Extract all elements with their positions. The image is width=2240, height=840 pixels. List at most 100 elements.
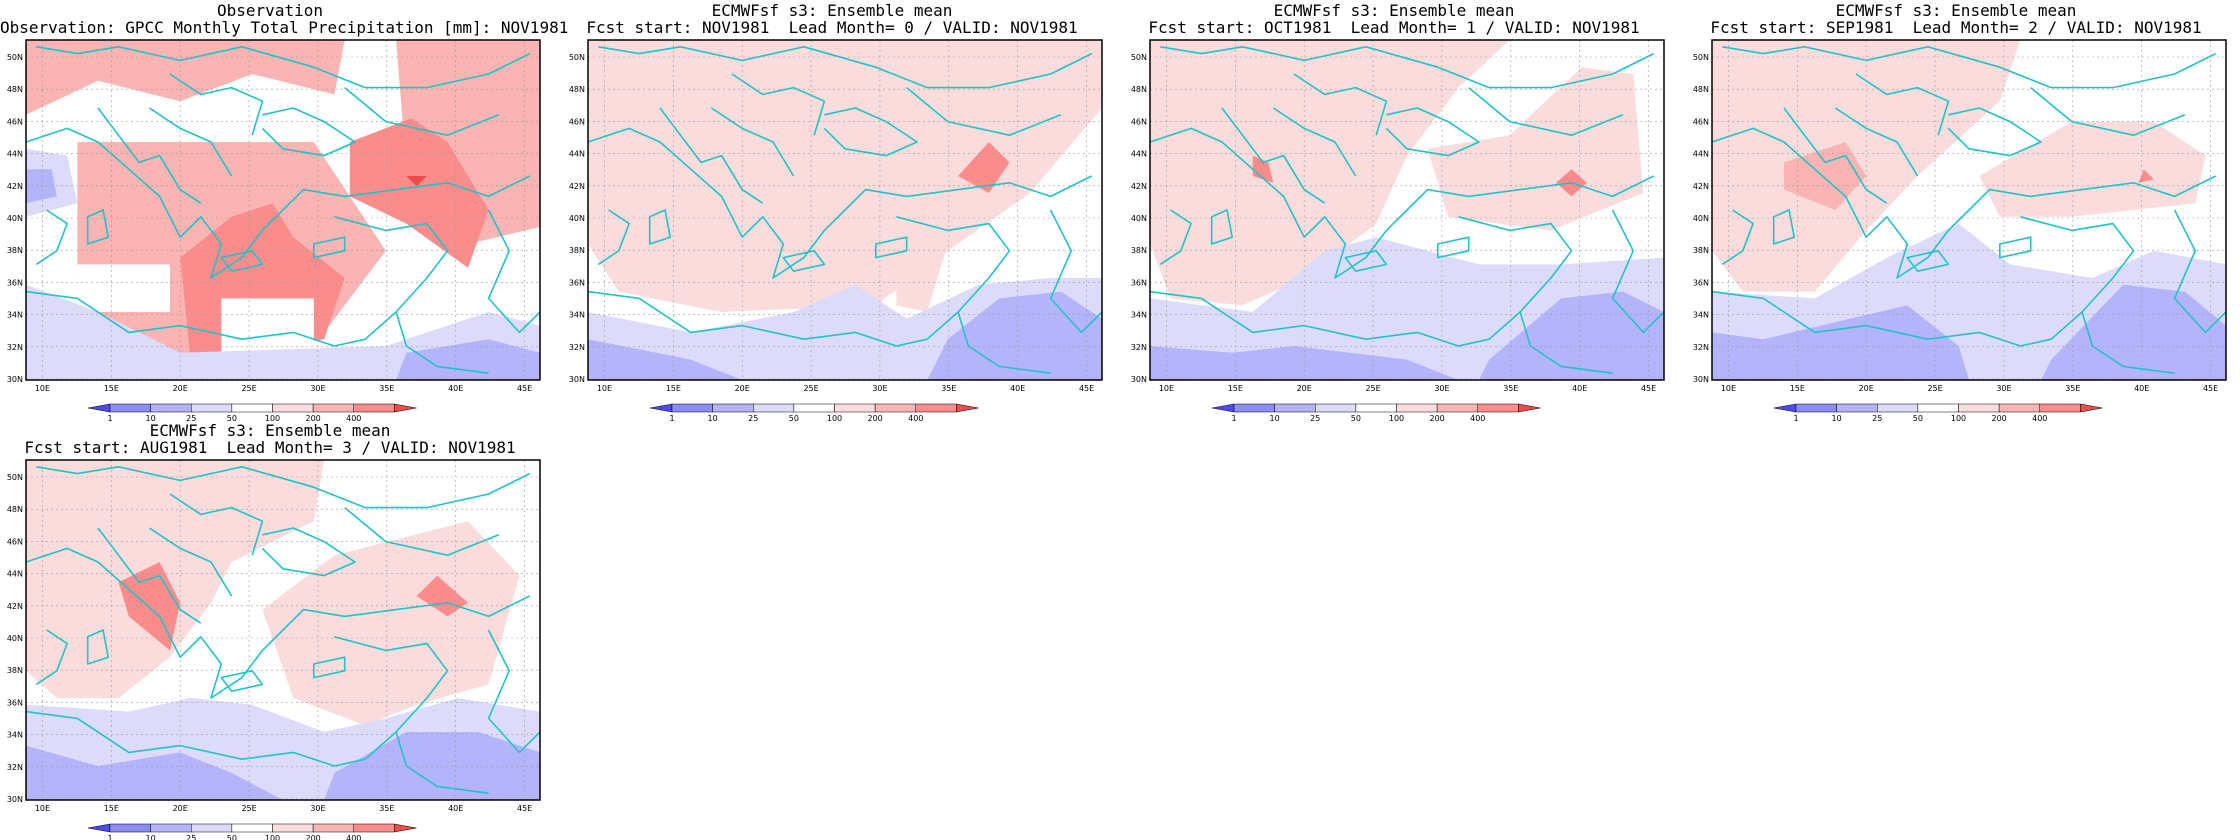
lat-tick-label: 42N (569, 182, 585, 191)
lat-tick-label: 32N (7, 763, 23, 772)
lat-tick-label: 36N (7, 278, 23, 287)
colorbar-extend-low (1211, 403, 1235, 413)
coastline (710, 107, 795, 177)
coastline (1221, 107, 1326, 204)
lon-tick-label: 30E (872, 384, 887, 393)
coastline (1049, 209, 1103, 334)
lon-tick-label: 45E (517, 804, 532, 813)
coastline (97, 107, 202, 204)
lon-tick-label: 45E (1641, 384, 1656, 393)
colorbar-box (312, 403, 354, 413)
colorbar-level-label: 25 (186, 414, 196, 423)
precip-contour-area (406, 176, 427, 187)
colorbar-level-label: 10 (146, 834, 156, 840)
precip-contour-area (324, 732, 540, 800)
precip-contour-area (2041, 284, 2226, 380)
lon-tick-label: 30E (310, 804, 325, 813)
coastline (2030, 86, 2186, 136)
lon-tick-label: 30E (310, 384, 325, 393)
island-outline (1906, 250, 1950, 273)
colorbar-box (1477, 403, 1519, 413)
map-panel-lead2: ECMWFsf s3: Ensemble mean Fcst start: SE… (1686, 0, 2227, 423)
precip-contour-area (416, 575, 468, 617)
precip-contour-area (1427, 67, 1644, 231)
coastline (487, 209, 541, 334)
coastline (1855, 73, 1950, 136)
colorbar-box (191, 403, 233, 413)
panel-title: ECMWFsf s3: Ensemble mean (1835, 1, 2077, 20)
colorbar-box (1436, 403, 1478, 413)
colorbar-level-label: 50 (789, 414, 799, 423)
lon-tick-label: 15E (1228, 384, 1243, 393)
lat-tick-label: 36N (1693, 278, 1709, 287)
coastline (896, 216, 1051, 374)
colorbar-level-label: 50 (227, 834, 237, 840)
precip-contour-area (26, 169, 57, 204)
coastline (823, 107, 918, 157)
graticule (26, 460, 540, 800)
colorbar-box (312, 823, 354, 833)
coastline (1458, 216, 1613, 374)
colorbar-level-label: 10 (146, 414, 156, 423)
precip-contour-area (26, 745, 283, 800)
colorbar-level-label: 25 (748, 414, 758, 423)
colorbar-box (231, 823, 273, 833)
colorbar: 1 10 25 50 100 200 400 (649, 403, 979, 423)
coastline (25, 290, 397, 347)
lon-tick-label: 10E (1159, 384, 1174, 393)
coastline (169, 73, 264, 136)
colorbar-level-label: 25 (1310, 414, 1320, 423)
lat-tick-label: 48N (7, 85, 23, 94)
lat-tick-label: 36N (7, 698, 23, 707)
map-frame (1149, 39, 1665, 381)
coastline (1149, 127, 1655, 279)
lat-tick-label: 46N (1693, 117, 1709, 126)
colorbar-level-label: 1 (107, 414, 112, 423)
colorbar-box (272, 823, 314, 833)
colorbar-level-label: 50 (227, 414, 237, 423)
coastline (1468, 86, 1624, 136)
colorbar-extend-high (956, 403, 979, 413)
colorbar-level-label: 25 (1872, 414, 1882, 423)
colorbar-box (915, 403, 957, 413)
precip-contour-area (26, 460, 325, 698)
lat-tick-label: 34N (7, 311, 23, 320)
coastline (334, 216, 489, 374)
colorbar-level-label: 100 (1951, 414, 1966, 423)
colorbar-box (793, 403, 835, 413)
lat-tick-label: 34N (1693, 311, 1709, 320)
coastline (25, 547, 531, 699)
colorbar-extend-low (87, 823, 111, 833)
colorbar-level-label: 10 (1832, 414, 1842, 423)
lat-tick-label: 46N (569, 117, 585, 126)
colorbar-level-label: 10 (1270, 414, 1280, 423)
coastline (1149, 290, 1521, 347)
lat-tick-label: 36N (1131, 278, 1147, 287)
lat-tick-label: 50N (1693, 53, 1709, 62)
precip-contour-area (1252, 155, 1274, 183)
coastline (1711, 127, 2217, 279)
lat-tick-label: 42N (1131, 182, 1147, 191)
lat-tick-label: 34N (7, 731, 23, 740)
island-outline (1436, 236, 1470, 259)
precip-contour-area (396, 339, 540, 380)
coastline (587, 127, 1093, 279)
lon-tick-label: 10E (597, 384, 612, 393)
precip-contour-area (896, 244, 948, 312)
lat-tick-label: 34N (569, 311, 585, 320)
colorbar-box (874, 403, 916, 413)
colorbar-box (150, 403, 192, 413)
precip-contour-area (26, 40, 345, 115)
coastline (35, 629, 68, 686)
precip-contour-area (221, 298, 314, 357)
coastline (1611, 209, 1665, 334)
coastline (148, 527, 233, 597)
colorbar-box (1958, 403, 2000, 413)
lat-tick-label: 44N (1131, 150, 1147, 159)
colorbar-level-label: 200 (1429, 414, 1444, 423)
map-panel-lead0: ECMWFsf s3: Ensemble mean Fcst start: NO… (562, 0, 1103, 423)
colorbar-box (1396, 403, 1438, 413)
lat-tick-label: 38N (569, 246, 585, 255)
island-outline (1344, 250, 1388, 273)
colorbar-level-label: 1 (1793, 414, 1798, 423)
